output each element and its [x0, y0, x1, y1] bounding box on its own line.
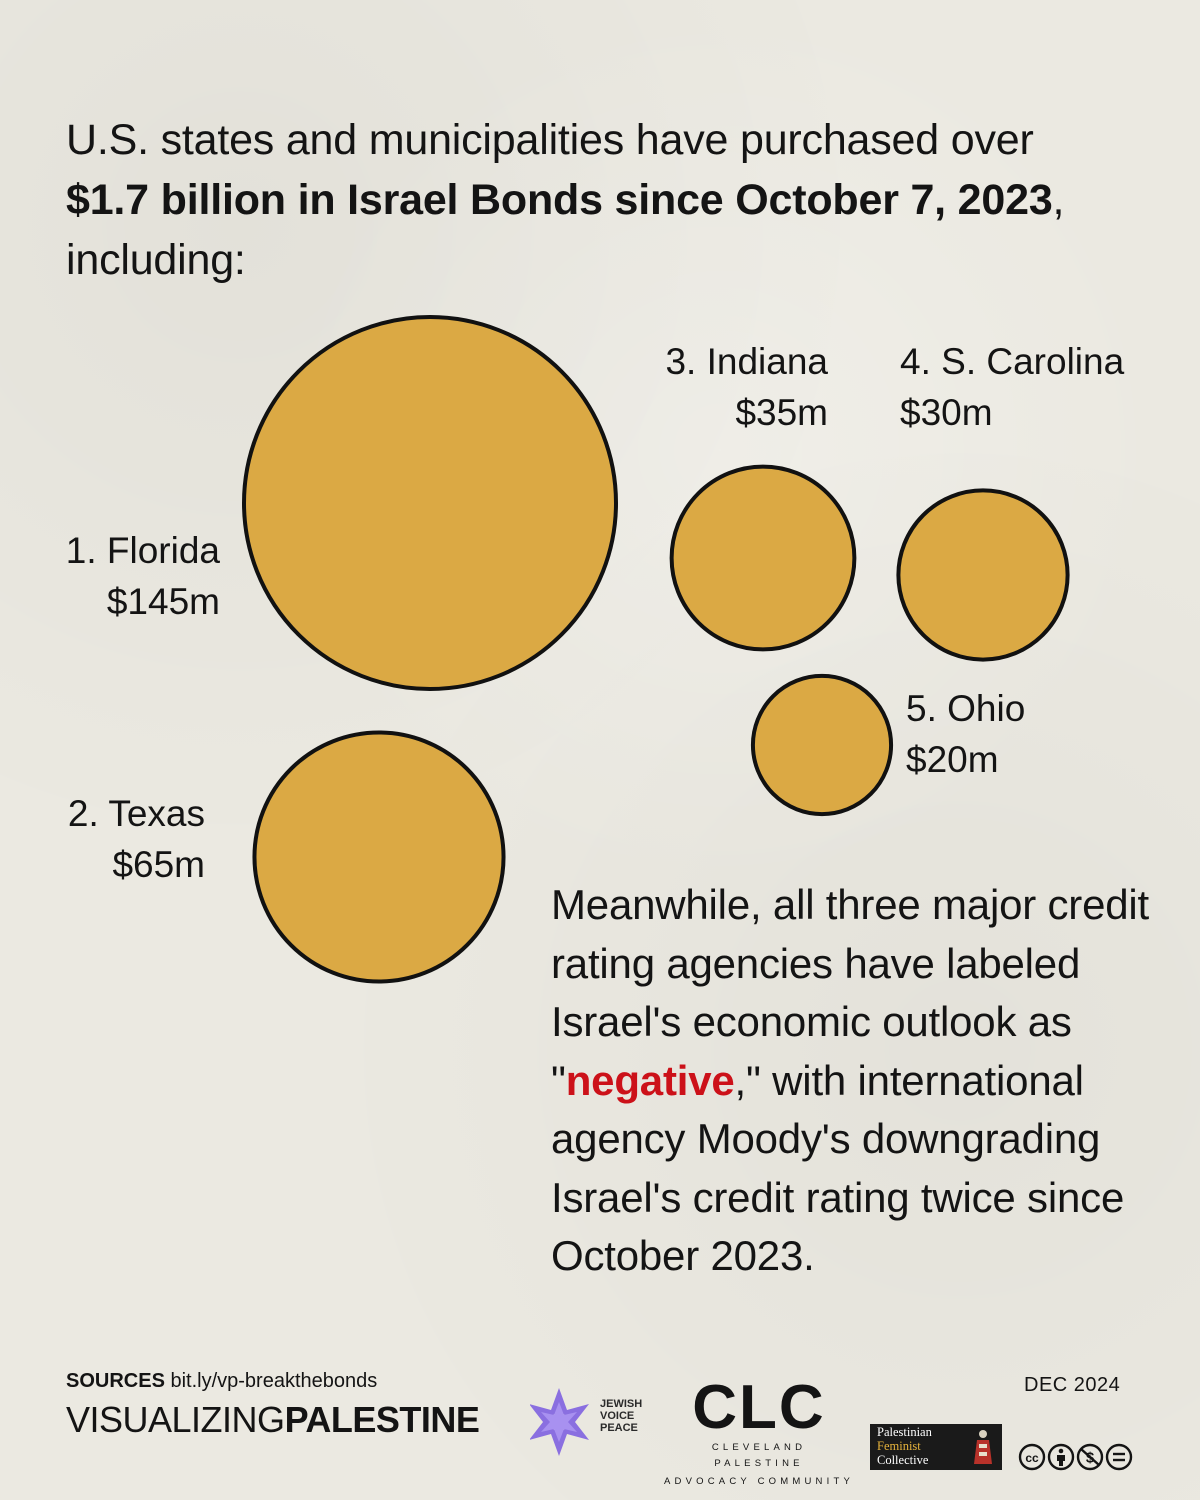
bubble-value-3: $35m — [735, 392, 828, 433]
bubble-label-4: 4. S. Carolina — [900, 341, 1125, 382]
sources-label: SOURCES — [66, 1370, 165, 1392]
pfc-line-3: Collective — [877, 1453, 929, 1467]
bubble-label-5: 5. Ohio — [906, 688, 1025, 729]
pfc-figure-icon — [974, 1430, 992, 1464]
visualizing-palestine-logo: VISUALIZINGPALESTINE — [66, 1399, 480, 1441]
cc-license-icons: cc $ — [1018, 1443, 1133, 1471]
date: DEC 2024 — [1024, 1374, 1121, 1396]
bubble-s-carolina — [896, 488, 1070, 662]
sources-link[interactable]: bit.ly/vp-breakthebonds — [170, 1370, 378, 1392]
headline-bold: $1.7 billion in Israel Bonds since Octob… — [66, 176, 1053, 224]
jvp-star-icon — [530, 1388, 589, 1456]
pfc-line-1: Palestinian — [877, 1425, 932, 1439]
headline-text-end: , including: — [66, 176, 1065, 284]
negative-highlight: negative — [565, 1056, 735, 1104]
bubble-chart: 1. Florida $145m 2. Texas $65m 3. Indiana $35… — [66, 315, 1125, 984]
clc-sub-1: CLEVELAND PALESTINE — [711, 1442, 807, 1469]
bubble-value-2: $65m — [112, 844, 205, 885]
bubble-value-1: $145m — [107, 581, 220, 622]
by-icon — [1047, 1443, 1075, 1471]
bubble-ohio — [750, 673, 894, 817]
brand-bold: PALESTINE — [284, 1399, 480, 1440]
bubble-texas — [252, 730, 506, 984]
bubble-value-5: $20m — [906, 739, 999, 780]
nd-icon — [1105, 1443, 1133, 1471]
nc-icon: $ — [1076, 1443, 1104, 1471]
jvp-logo-text: JEWISH VOICE PEACE — [600, 1398, 643, 1434]
pfc-line-2: Feminist — [877, 1439, 921, 1453]
headline: U.S. states and municipalities have purc… — [66, 110, 1066, 290]
bubble-label-1: 1. Florida — [66, 530, 221, 571]
bubble-label-3: 3. Indiana — [665, 341, 828, 382]
clc-mark: CLC — [692, 1373, 826, 1442]
svg-text:cc: cc — [1025, 1451, 1039, 1465]
headline-text: U.S. states and municipalities have purc… — [66, 116, 1034, 164]
body-text: Meanwhile, all three major credit rating… — [551, 881, 1149, 1104]
sources: SOURCES bit.ly/vp-breakthebonds — [66, 1370, 377, 1393]
body-paragraph: Meanwhile, all three major credit rating… — [551, 876, 1171, 1286]
bubble-florida — [242, 315, 618, 691]
pfc-logo: Palestinian Feminist Collective — [870, 1424, 1002, 1470]
clc-sub-2: ADVOCACY COMMUNITY — [664, 1476, 854, 1487]
cc-icon: cc — [1018, 1443, 1046, 1471]
brand-light: VISUALIZING — [66, 1399, 285, 1440]
bubble-indiana — [669, 464, 857, 652]
bubble-value-4: $30m — [900, 392, 993, 433]
clc-logo: CLC CLEVELAND PALESTINE ADVOCACY COMMUNI… — [664, 1373, 854, 1490]
body-text-end: ," with international agency Moody's dow… — [551, 1056, 1125, 1280]
bubble-label-2: 2. Texas — [68, 793, 205, 834]
